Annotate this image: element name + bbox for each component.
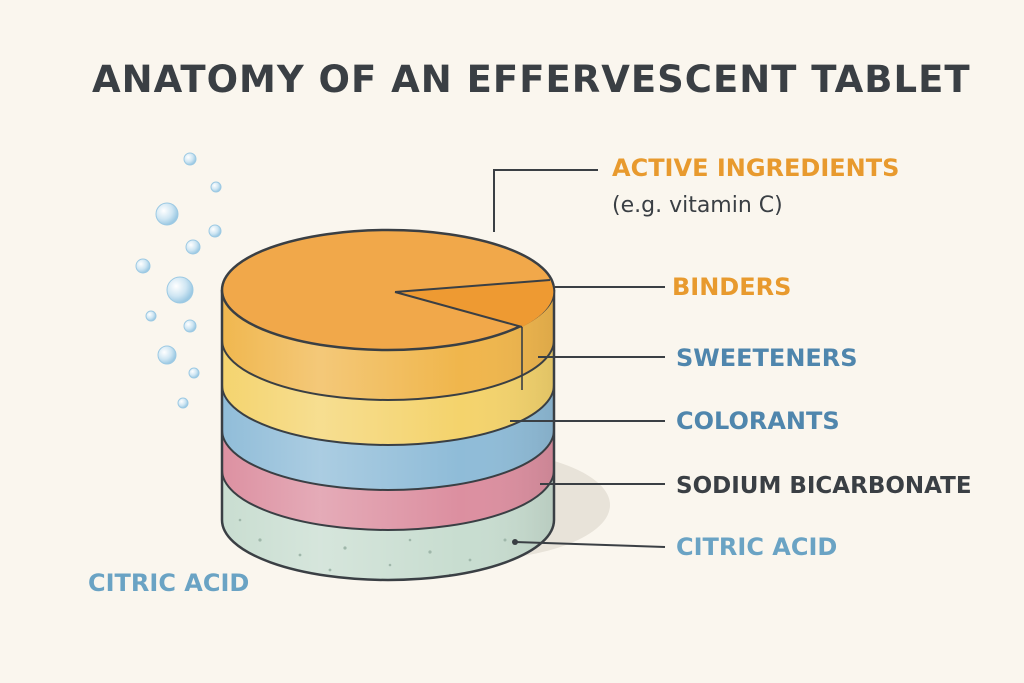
label-active-ingredients: ACTIVE INGREDIENTS [612,154,899,182]
callout-lines [493,169,666,548]
label-sodium-bicarbonate: SODIUM BICARBONATE [676,473,972,499]
label-citric-acid-bottom: CITRIC ACID [88,569,249,597]
bubble-icon [208,224,222,238]
bubble-icon [183,152,197,166]
tablet-top-face [220,228,556,352]
bubble-icon [210,181,222,193]
bubble-icon [183,319,197,333]
bubble-icon [157,345,177,365]
bubble-icon [135,258,151,274]
label-sweeteners: SWEETENERS [676,344,858,372]
tablet-outline [220,290,556,582]
label-colorants: COLORANTS [676,407,840,435]
bubble-icon [145,310,157,322]
diagram-title: ANATOMY OF AN EFFERVESCENT TABLET [92,58,971,101]
label-binders: BINDERS [672,273,791,301]
bubble-icon [177,397,189,409]
label-active-ingredients-sub: (e.g. vitamin C) [612,193,783,218]
bubble-icon [185,239,201,255]
bubbles [135,152,222,409]
label-citric-acid-right: CITRIC ACID [676,533,837,561]
bubble-icon [155,202,179,226]
bubble-icon [166,276,194,304]
bubble-icon [188,367,200,379]
band-separators [221,339,555,531]
top-face-wedge [395,280,554,327]
